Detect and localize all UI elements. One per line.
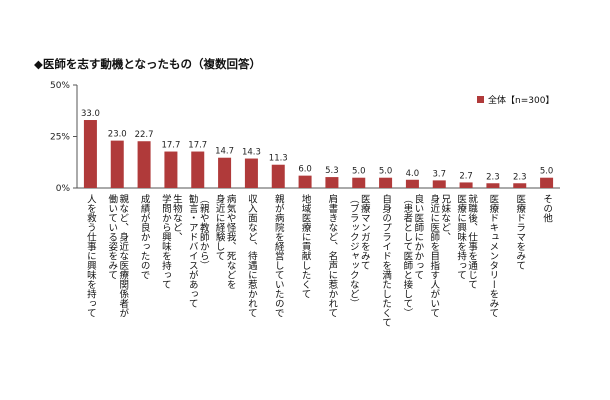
value-label: 22.7 bbox=[135, 130, 154, 140]
bar bbox=[432, 180, 446, 188]
bar bbox=[379, 177, 393, 188]
value-labels: 33.0 23.0 22.7 17.7 17.7 14.7 14.3 11.3 6.0 5.3 5.… bbox=[81, 109, 553, 182]
bar bbox=[83, 120, 97, 188]
value-label: 17.7 bbox=[161, 141, 180, 151]
category-label: 身近に経験して bbox=[214, 193, 226, 260]
bar bbox=[244, 158, 258, 188]
category-label: 医療マンガをみて bbox=[359, 194, 371, 270]
value-label: 5.3 bbox=[325, 166, 339, 176]
bar bbox=[459, 182, 473, 188]
value-label: 2.3 bbox=[513, 172, 527, 182]
category-label: 兄妹など、 bbox=[439, 194, 451, 242]
category-label: （ブラックジャックなど） bbox=[348, 194, 360, 308]
value-label: 4.0 bbox=[406, 169, 420, 179]
bar bbox=[405, 179, 419, 188]
bar bbox=[191, 151, 205, 188]
category-label: （親や教師から） bbox=[198, 194, 210, 270]
axes: 0% 25% 50% bbox=[50, 81, 560, 194]
value-label: 14.7 bbox=[215, 147, 234, 157]
category-label: 勧言・アドバイスがあって bbox=[187, 193, 199, 308]
value-label: 17.7 bbox=[188, 141, 207, 151]
category-label: 成績が良かったので bbox=[139, 193, 151, 279]
bar bbox=[164, 151, 178, 188]
legend: 全体【n=300】 bbox=[477, 94, 554, 106]
value-label: 14.3 bbox=[242, 148, 261, 158]
category-label: その他 bbox=[541, 194, 553, 223]
bars bbox=[83, 120, 554, 188]
value-label: 23.0 bbox=[108, 130, 127, 140]
value-label: 5.0 bbox=[352, 167, 366, 177]
category-label: 収入面など、待遇に惹かれて bbox=[246, 193, 258, 317]
y-tick-label: 0% bbox=[56, 184, 71, 194]
value-label: 11.3 bbox=[269, 154, 288, 164]
bar bbox=[486, 183, 500, 188]
bar bbox=[271, 164, 285, 188]
category-label: 良い医師にかかって bbox=[412, 193, 424, 279]
bar bbox=[137, 141, 151, 188]
chart-title: ◆医師を志す動機となったもの（複数回答） bbox=[34, 57, 261, 71]
category-label: 学問から興味を持って bbox=[160, 193, 172, 289]
y-tick-label: 50% bbox=[50, 81, 70, 91]
category-label: 親など、身近な医療関係者が bbox=[117, 193, 129, 317]
category-label: 医療に興味を持って bbox=[455, 194, 467, 280]
category-label: 医療ドキュメンタリーをみて bbox=[487, 194, 499, 318]
category-label: 医療ドラマをみて bbox=[514, 194, 526, 270]
category-label: 自身のプライドを満たしたくて bbox=[380, 193, 392, 327]
category-label: （患者として医師と接して） bbox=[401, 194, 413, 318]
legend-label: 全体【n=300】 bbox=[488, 94, 554, 106]
value-label: 2.7 bbox=[459, 171, 473, 181]
category-label: 就職後、仕事を通じて bbox=[466, 193, 478, 289]
value-label: 2.3 bbox=[486, 172, 500, 182]
value-label: 33.0 bbox=[81, 109, 100, 119]
category-label: 身近に医師を目指す人がいて bbox=[428, 193, 440, 317]
category-label: 地域医療に貢献したくて bbox=[300, 193, 312, 298]
bar bbox=[325, 177, 339, 188]
value-label: 3.7 bbox=[432, 169, 446, 179]
bar bbox=[110, 140, 124, 188]
category-label: 生物など、 bbox=[171, 193, 183, 241]
value-label: 5.0 bbox=[379, 167, 393, 177]
category-label: 肩書きなど、名声に惹かれて bbox=[326, 193, 338, 317]
category-label: 人を救う仕事に興味を持って bbox=[85, 194, 97, 318]
bar bbox=[298, 175, 312, 188]
category-label: 病気や怪我、死などを bbox=[225, 193, 237, 289]
bar bbox=[352, 177, 366, 188]
category-label: 親が病院を経営していたので bbox=[273, 193, 285, 317]
value-label: 5.0 bbox=[540, 167, 554, 177]
bar bbox=[540, 177, 554, 188]
category-label: 働いている姿をみて bbox=[106, 193, 118, 279]
bar bbox=[513, 183, 527, 188]
y-tick-label: 25% bbox=[50, 133, 70, 143]
legend-swatch bbox=[477, 96, 484, 103]
value-label: 6.0 bbox=[298, 165, 312, 175]
bar bbox=[218, 157, 232, 188]
